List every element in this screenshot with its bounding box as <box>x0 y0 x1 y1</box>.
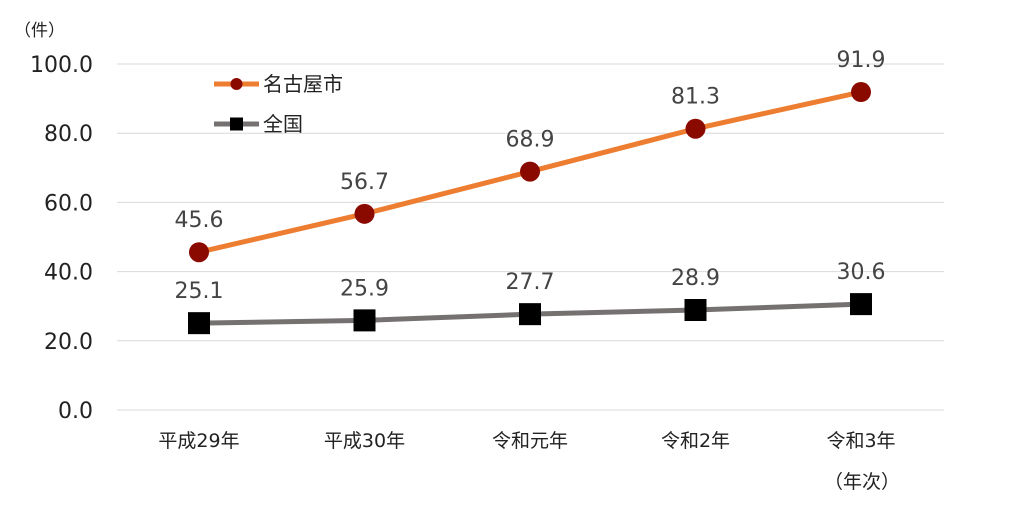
data-label: 56.7 <box>340 170 389 195</box>
data-point <box>520 161 540 182</box>
y-tick-label: 60.0 <box>44 191 93 216</box>
data-label: 25.1 <box>175 279 224 304</box>
data-point <box>850 293 872 316</box>
legend-label: 名古屋市 <box>263 72 343 96</box>
x-tick-label: 平成29年 <box>158 430 239 452</box>
x-tick-label: 平成30年 <box>324 430 405 452</box>
y-axis-unit-label: （件） <box>14 21 65 41</box>
data-label: 45.6 <box>175 208 224 233</box>
data-point <box>684 299 707 322</box>
y-tick-label: 20.0 <box>44 330 93 355</box>
data-point <box>188 312 210 335</box>
axes: （件） （年次） 0.0 20.0 40.0 60.0 80.0 100.0 平成29年 平成… <box>14 21 900 493</box>
series <box>188 82 872 335</box>
x-tick-label: 令和2年 <box>661 430 730 452</box>
y-tick-label: 100.0 <box>30 53 93 78</box>
data-labels: 45.6 56.7 68.9 81.3 91.9 25.1 25.9 27.7 28.9 30.6 <box>175 48 886 304</box>
data-label: 30.6 <box>837 260 886 285</box>
data-label: 81.3 <box>671 85 720 110</box>
x-tick-label: 令和元年 <box>492 430 568 452</box>
data-point <box>189 242 209 263</box>
x-tick-label: 令和3年 <box>826 430 895 452</box>
y-tick-label: 80.0 <box>44 122 93 147</box>
legend-label: 全国 <box>263 112 303 136</box>
legend-swatch-marker <box>230 78 243 90</box>
data-label: 28.9 <box>671 266 720 291</box>
data-point <box>851 82 871 103</box>
data-label: 68.9 <box>506 128 555 153</box>
y-tick-label: 40.0 <box>44 261 93 286</box>
data-point <box>685 118 706 139</box>
y-tick-label: 0.0 <box>58 399 93 424</box>
data-label: 25.9 <box>340 276 389 301</box>
data-label: 27.7 <box>506 270 555 295</box>
data-point <box>353 309 376 332</box>
gridlines <box>117 63 944 411</box>
legend-swatch-marker <box>230 117 243 131</box>
data-point <box>354 203 375 224</box>
x-axis-unit-label: （年次） <box>824 471 900 493</box>
data-point <box>519 303 541 326</box>
data-label: 91.9 <box>837 48 886 73</box>
